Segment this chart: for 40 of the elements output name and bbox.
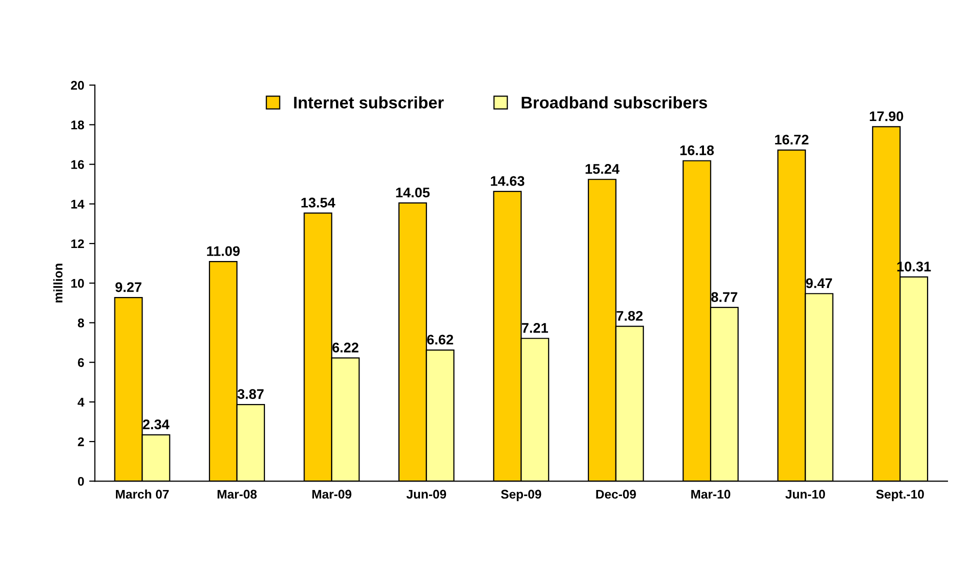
y-tick-label: 6	[78, 358, 84, 367]
x-tick-label: Jun-09	[406, 490, 446, 499]
data-label: 16.72	[775, 134, 808, 145]
y-tick-label: 0	[78, 476, 84, 486]
x-tick-label: Mar-10	[691, 490, 730, 499]
y-tick-label: 20	[70, 80, 84, 90]
data-label: 6.22	[332, 342, 358, 352]
data-label: 16.18	[680, 145, 714, 156]
x-tick-label: March 07	[116, 489, 169, 499]
data-label: 3.87	[237, 389, 264, 400]
y-tick-label: 16	[71, 160, 84, 169]
y-tick-label: 12	[71, 239, 84, 248]
y-axis-title: million	[53, 264, 62, 302]
y-tick-label: 4	[78, 398, 84, 406]
x-tick-label: Dec-09	[596, 490, 636, 499]
y-tick-label: 14	[71, 200, 84, 208]
data-label: 9.47	[806, 278, 832, 288]
x-tick-label: Mar-09	[312, 490, 352, 499]
data-label: 7.21	[522, 323, 548, 333]
data-label: 2.34	[142, 419, 170, 430]
data-label: 9.27	[115, 282, 142, 292]
data-label: 8.77	[711, 292, 738, 302]
x-tick-label: Mar-08	[218, 490, 257, 499]
y-tick-label: 10	[71, 278, 84, 288]
y-tick-label: 8	[78, 318, 84, 328]
y-tick-label: 2	[78, 437, 84, 446]
y-tick-label: 18	[71, 120, 84, 130]
x-tick-label: Sept.-10	[876, 490, 924, 502]
data-label: 14.05	[396, 188, 430, 198]
data-label: 17.90	[870, 111, 904, 122]
legend-label: Internet subscriber	[294, 96, 444, 108]
x-tick-label: Jun-10	[785, 490, 825, 499]
data-label: 7.82	[616, 310, 643, 321]
data-label: 11.09	[207, 246, 240, 256]
data-label: 6.62	[427, 334, 454, 345]
data-label: 14.63	[490, 176, 524, 186]
legend-label: Broadband subscribers	[522, 96, 708, 108]
data-label: 15.24	[586, 164, 620, 174]
data-label: 13.54	[301, 198, 336, 208]
x-tick-label: Sep-09	[501, 490, 542, 502]
